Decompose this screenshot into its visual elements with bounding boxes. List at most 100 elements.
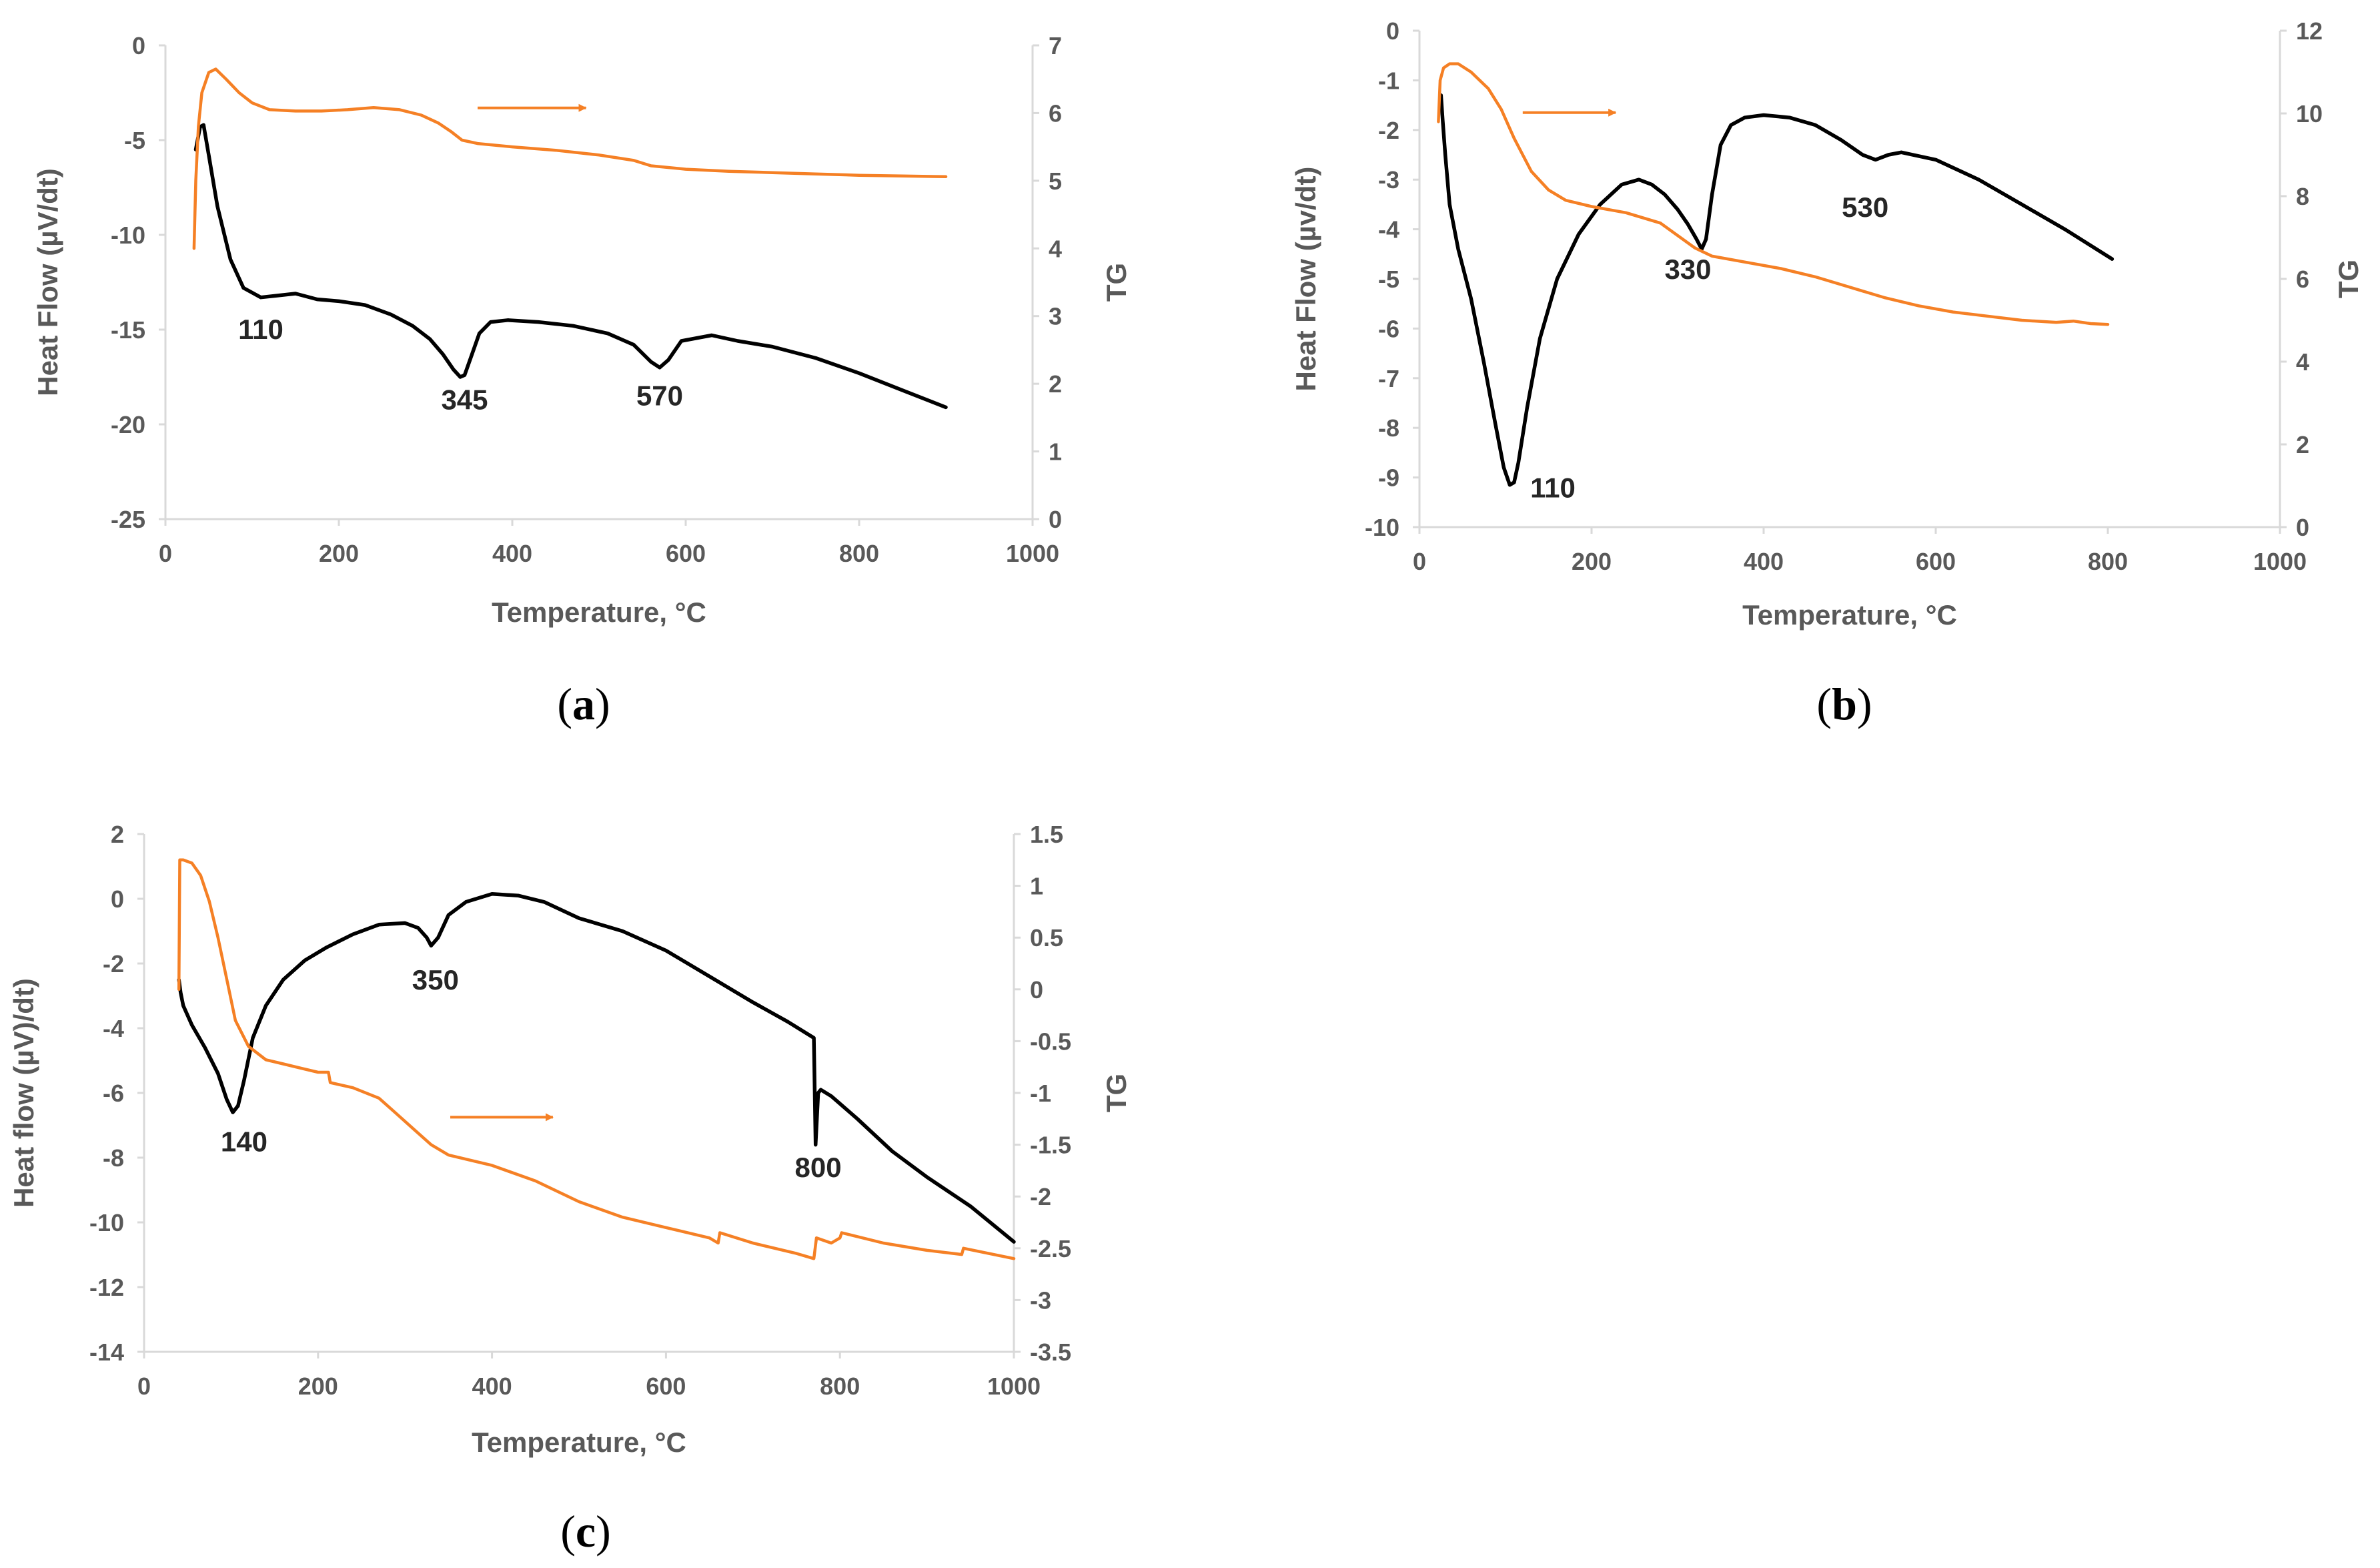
panel-label: (c) — [560, 1506, 611, 1557]
y2-tick-label: 1 — [1049, 438, 1062, 466]
y-tick-label: -2 — [1378, 117, 1399, 144]
y2-axis-title: TG — [1101, 1074, 1132, 1112]
y2-axis-title: TG — [1101, 263, 1132, 302]
peak-annotation: 110 — [1530, 472, 1576, 503]
tg-series-line — [1437, 62, 2110, 326]
y-tick-label: -4 — [1378, 216, 1399, 244]
y-tick-label: 2 — [111, 821, 124, 848]
y-tick-label: -14 — [89, 1338, 124, 1366]
y2-tick-label: 2 — [2296, 431, 2309, 458]
heat-flow-series-line — [1439, 93, 2115, 487]
y-tick-label: -20 — [111, 411, 145, 438]
heat-flow-series-line — [193, 123, 948, 410]
y2-tick-label: 0.5 — [1030, 924, 1063, 951]
chart-panel-b: 0 200 400 600 800 1000 0 -1 -2 -3 -4 -5 -6 -7 -8 -9 -10 1… — [1290, 17, 2364, 729]
peak-annotation: 140 — [221, 1126, 267, 1157]
chart-panel-c: 0 200 400 600 800 100020-2-4-6-8-10-12-141.51… — [8, 821, 1132, 1557]
x-tick-label: 400 — [1744, 548, 1784, 575]
y2-tick-label: 4 — [1049, 235, 1062, 262]
y2-tick-label: -2 — [1030, 1183, 1051, 1210]
y-tick-label: -2 — [103, 950, 124, 977]
x-tick-label: 600 — [666, 540, 706, 567]
y2-tick-label: 2 — [1049, 370, 1062, 398]
peak-annotation: 530 — [1842, 191, 1888, 223]
x-tick-label: 1000 — [1006, 540, 1059, 567]
y2-tick-label: 1 — [1030, 873, 1043, 900]
x-tick-label: 0 — [137, 1373, 151, 1400]
x-tick-label: 1000 — [2253, 548, 2307, 575]
y2-tick-label: 0 — [1049, 506, 1062, 533]
y-tick-label: -7 — [1378, 365, 1399, 392]
y2-tick-label: 7 — [1049, 32, 1062, 59]
y-tick-label: -6 — [103, 1080, 124, 1107]
x-tick-label: 800 — [2088, 548, 2128, 575]
x-tick-label: 800 — [839, 540, 879, 567]
y2-tick-label: -3 — [1030, 1286, 1051, 1314]
y-tick-label: -10 — [89, 1209, 124, 1236]
y-tick-label: -9 — [1378, 464, 1399, 492]
panel-label: (a) — [557, 679, 610, 729]
y2-tick-label: -1.5 — [1030, 1132, 1071, 1159]
x-axis-title: Temperature, °C — [472, 1427, 686, 1458]
x-tick-label: 800 — [820, 1373, 860, 1400]
x-tick-label: 200 — [298, 1373, 338, 1400]
x-tick-label: 400 — [492, 540, 532, 567]
x-axis-title: Temperature, °C — [1742, 599, 1957, 631]
peak-annotation: 110 — [238, 314, 283, 345]
y2-tick-label: -3.5 — [1030, 1338, 1071, 1366]
y2-tick-label: -0.5 — [1030, 1028, 1071, 1055]
y-tick-label: -10 — [111, 222, 145, 249]
x-tick-label: 0 — [159, 540, 172, 567]
y2-tick-label: 1.5 — [1030, 821, 1063, 848]
y-tick-label: 0 — [132, 32, 145, 59]
y-axis-title: Heat Flow (µv/dt) — [1290, 167, 1321, 392]
y-tick-label: -5 — [124, 127, 145, 154]
y-tick-label: -25 — [111, 506, 145, 533]
y2-tick-label: 4 — [2296, 348, 2309, 376]
y-tick-label: -5 — [1378, 266, 1399, 293]
y-tick-label: -10 — [1365, 514, 1399, 541]
y-tick-label: -4 — [103, 1015, 124, 1042]
y2-tick-label: 6 — [1049, 99, 1062, 127]
x-tick-label: 400 — [472, 1373, 512, 1400]
y2-tick-label: 8 — [2296, 183, 2309, 210]
x-tick-label: 1000 — [987, 1373, 1041, 1400]
y-tick-label: -6 — [1378, 315, 1399, 342]
chart-panel-a: 0 200 400 600 800 1000 0 -5 -10 -15 -20 -25 7 6 5 4 3 2 1 0… — [32, 32, 1132, 729]
panel-label: (b) — [1816, 679, 1872, 729]
y-tick-label: -15 — [111, 316, 145, 344]
y-axis-title: Heat Flow (µV/dt) — [32, 168, 63, 396]
y2-tick-label: -1 — [1030, 1080, 1051, 1107]
x-tick-label: 0 — [1413, 548, 1426, 575]
y2-axis-title: TG — [2333, 260, 2364, 298]
y-tick-label: 0 — [1386, 17, 1399, 45]
peak-annotation: 570 — [636, 380, 683, 412]
x-axis-title: Temperature, °C — [492, 597, 706, 628]
y2-tick-label: 6 — [2296, 266, 2309, 293]
y2-tick-label: 0 — [2296, 514, 2309, 541]
x-tick-label: 200 — [319, 540, 359, 567]
y-tick-label: -12 — [89, 1274, 124, 1301]
peak-annotation: 800 — [795, 1152, 842, 1183]
tg-series-line — [192, 67, 948, 250]
y-tick-label: -1 — [1378, 67, 1399, 94]
heat-flow-series-line — [177, 891, 1016, 1244]
y2-tick-label: 10 — [2296, 100, 2323, 127]
x-tick-label: 600 — [646, 1373, 686, 1400]
tg-series-line — [177, 858, 1016, 1260]
y2-tick-label: 3 — [1049, 303, 1062, 330]
y2-tick-label: 5 — [1049, 167, 1062, 195]
x-tick-label: 600 — [1916, 548, 1956, 575]
y-axis-title: Heat flow (µV)/dt) — [8, 978, 39, 1208]
y-tick-label: -8 — [103, 1144, 124, 1172]
peak-annotation: 330 — [1664, 254, 1711, 285]
y-tick-label: -3 — [1378, 166, 1399, 193]
y2-tick-label: 0 — [1030, 976, 1043, 1004]
y2-tick-label: 12 — [2296, 17, 2323, 45]
x-tick-label: 200 — [1572, 548, 1612, 575]
peak-annotation: 350 — [412, 964, 459, 996]
y-tick-label: 0 — [111, 885, 124, 913]
peak-annotation: 345 — [441, 384, 488, 415]
y-tick-label: -8 — [1378, 414, 1399, 442]
